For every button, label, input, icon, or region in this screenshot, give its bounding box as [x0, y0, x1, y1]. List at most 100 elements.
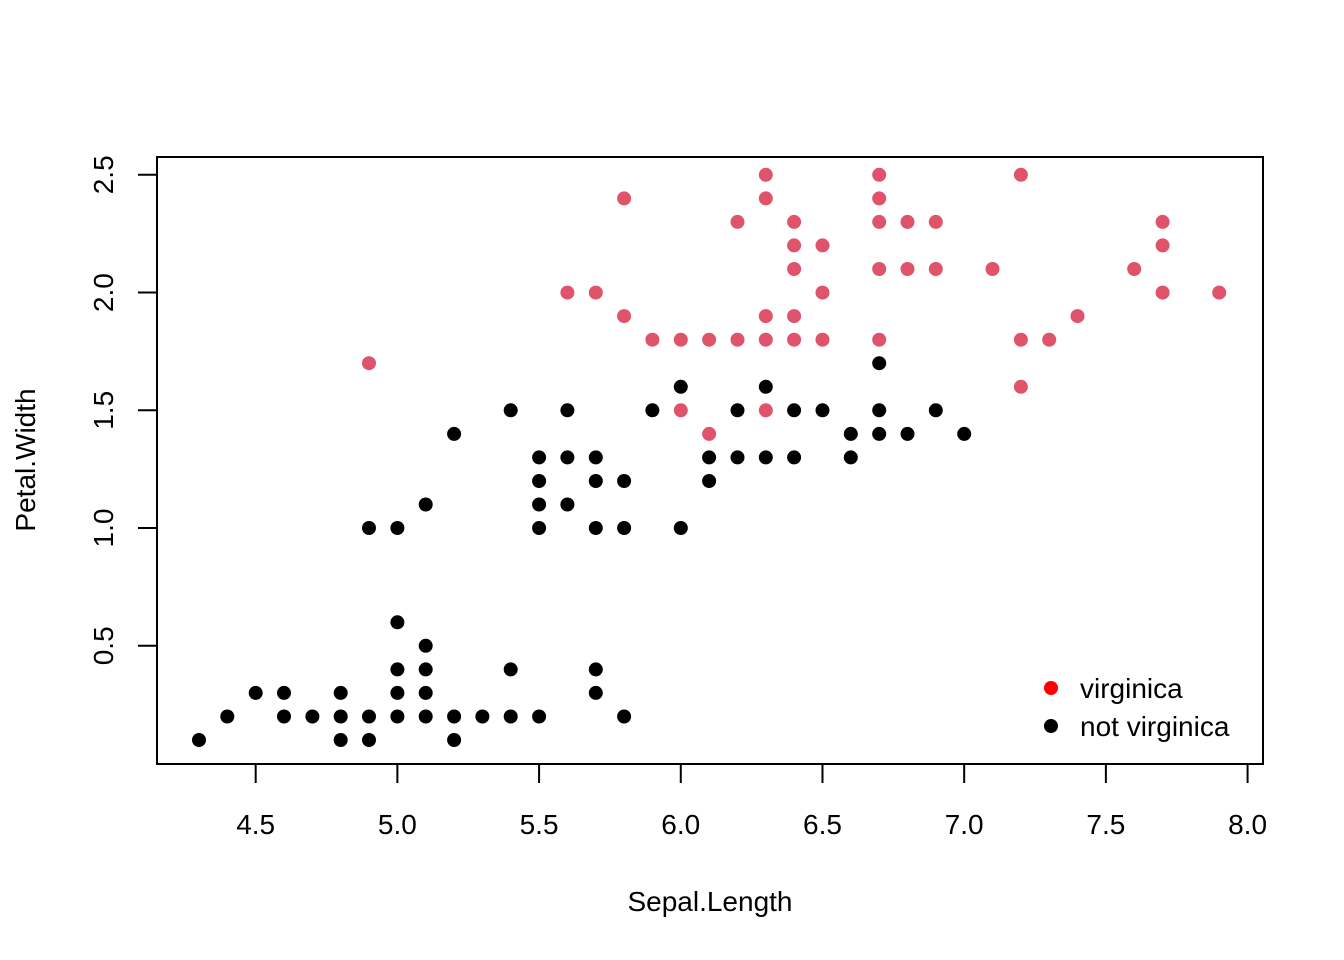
data-point	[758, 167, 773, 182]
data-point	[277, 709, 291, 724]
data-point	[617, 474, 632, 488]
data-point	[390, 521, 405, 535]
data-point	[702, 426, 717, 441]
data-point	[248, 685, 263, 700]
data-point	[702, 332, 717, 347]
data-point	[418, 662, 433, 677]
data-point	[418, 497, 433, 512]
data-point	[447, 733, 462, 747]
data-point	[447, 709, 462, 724]
data-point	[617, 709, 632, 724]
legend-marker	[1044, 681, 1058, 695]
data-point	[787, 332, 802, 347]
data-point	[673, 332, 688, 347]
legend-marker	[1044, 719, 1058, 733]
y-tick-label: 0.5	[88, 626, 119, 665]
x-axis-label: Sepal.Length	[627, 886, 792, 917]
data-point	[928, 403, 943, 418]
data-point	[702, 450, 717, 465]
data-point	[787, 309, 802, 324]
data-point	[730, 214, 745, 229]
data-point	[588, 450, 603, 465]
data-point	[475, 709, 490, 724]
data-point	[815, 285, 830, 300]
data-point	[1155, 285, 1170, 300]
y-axis-label: Petal.Width	[10, 388, 41, 531]
data-point	[503, 403, 518, 418]
legend-label: not virginica	[1080, 711, 1230, 742]
data-point	[560, 285, 575, 300]
data-point	[1013, 332, 1028, 347]
data-point	[390, 615, 405, 630]
data-point	[418, 685, 433, 700]
data-point	[532, 450, 547, 465]
data-point	[305, 709, 320, 724]
data-point	[447, 426, 462, 441]
data-point	[333, 733, 348, 747]
data-point	[645, 332, 660, 347]
data-point	[673, 521, 688, 535]
data-point	[758, 191, 773, 206]
data-point	[532, 497, 547, 512]
data-point	[872, 356, 887, 371]
data-point	[985, 262, 1000, 276]
points-layer	[192, 167, 1227, 747]
data-point	[900, 262, 915, 276]
data-point	[900, 214, 915, 229]
y-tick-label: 1.5	[88, 391, 119, 430]
data-point	[872, 167, 887, 182]
data-point	[1155, 214, 1170, 229]
data-point	[758, 332, 773, 347]
data-point	[192, 733, 206, 747]
data-point	[758, 450, 773, 465]
data-point	[588, 685, 603, 700]
x-tick-label: 7.0	[945, 809, 984, 840]
data-point	[362, 709, 376, 724]
legend: virginica not virginica	[1044, 673, 1230, 742]
data-point	[758, 403, 773, 418]
data-point	[532, 474, 547, 488]
data-point	[617, 191, 632, 206]
data-point	[815, 238, 830, 253]
legend-label: virginica	[1080, 673, 1183, 704]
data-point	[957, 426, 972, 441]
data-point	[900, 426, 915, 441]
data-point	[787, 403, 802, 418]
data-point	[843, 426, 858, 441]
y-tick-label: 2.0	[88, 273, 119, 312]
data-point	[843, 450, 858, 465]
data-point	[1042, 332, 1057, 347]
data-point	[362, 356, 376, 371]
data-point	[1013, 379, 1028, 394]
data-point	[1013, 167, 1028, 182]
data-point	[560, 497, 575, 512]
data-point	[787, 450, 802, 465]
data-point	[673, 403, 688, 418]
data-point	[532, 709, 547, 724]
data-point	[872, 403, 887, 418]
y-tick-label: 1.0	[88, 509, 119, 548]
data-point	[758, 379, 773, 394]
data-point	[617, 521, 632, 535]
data-point	[815, 332, 830, 347]
data-point	[588, 285, 603, 300]
data-point	[758, 309, 773, 324]
data-point	[928, 262, 943, 276]
data-point	[1212, 285, 1227, 300]
data-point	[588, 521, 603, 535]
data-point	[560, 450, 575, 465]
data-point	[673, 379, 688, 394]
data-point	[588, 662, 603, 677]
data-point	[390, 685, 405, 700]
data-point	[787, 214, 802, 229]
data-point	[333, 709, 348, 724]
x-axis: 4.5 5.0 5.5 6.0 6.5 7.0 7.5 8.0	[236, 763, 1267, 840]
data-point	[872, 426, 887, 441]
x-tick-label: 4.5	[236, 809, 275, 840]
data-point	[872, 262, 887, 276]
data-point	[418, 709, 433, 724]
x-tick-label: 5.5	[520, 809, 559, 840]
x-tick-label: 6.0	[661, 809, 700, 840]
data-point	[503, 662, 518, 677]
